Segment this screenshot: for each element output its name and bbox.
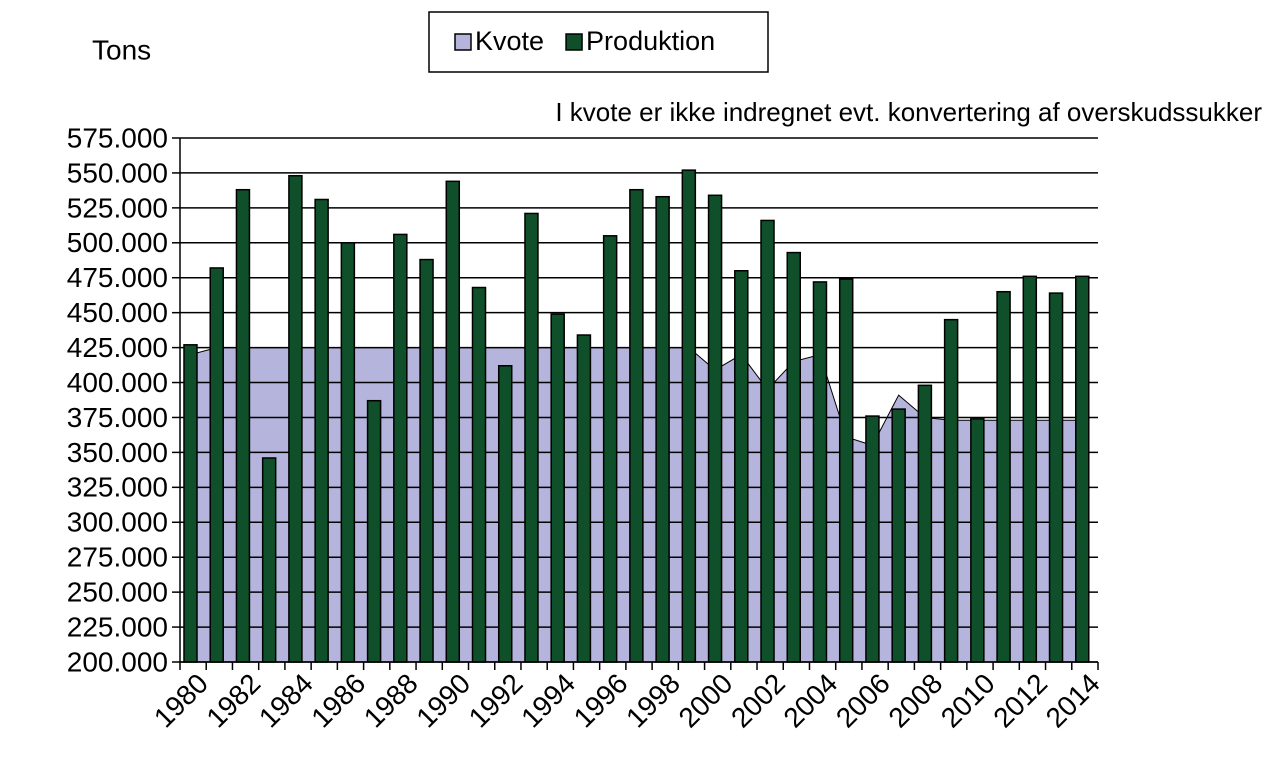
bar: [1022, 275, 1038, 663]
bar: [917, 384, 933, 663]
bar: [576, 334, 592, 663]
x-tick-label: 1984: [253, 668, 319, 734]
bar: [314, 198, 329, 663]
bar: [1048, 292, 1064, 663]
bar: [183, 344, 198, 663]
legend-label: Produktion: [586, 26, 715, 56]
bar: [996, 290, 1011, 663]
bar: [602, 235, 618, 663]
bar: [340, 242, 356, 663]
bar: [550, 313, 565, 663]
y-axis-label: Tons: [92, 34, 151, 65]
bar: [760, 219, 775, 663]
bar: [235, 188, 251, 663]
x-tick-label: 2010: [935, 668, 1001, 734]
legend-label: Kvote: [475, 26, 544, 56]
x-tick-label: 1986: [305, 668, 371, 734]
x-tick-label: 2014: [1040, 668, 1106, 734]
y-tick-label: 400.000: [67, 367, 168, 398]
x-tick-label: 1980: [148, 668, 214, 734]
bar: [838, 278, 854, 663]
bar: [524, 212, 539, 663]
x-tick-label: 2008: [882, 668, 948, 734]
bar: [681, 169, 697, 663]
y-tick-label: 550.000: [67, 157, 168, 188]
bar: [366, 399, 382, 663]
y-tick-label: 350.000: [67, 437, 168, 468]
bar: [970, 418, 985, 663]
bar: [629, 188, 644, 663]
x-tick-label: 1996: [568, 668, 634, 734]
y-tick-label: 375.000: [67, 402, 168, 433]
y-tick-label: 575.000: [67, 122, 168, 153]
bar: [812, 281, 828, 663]
y-tick-label: 325.000: [67, 472, 168, 503]
y-tick-label: 525.000: [67, 192, 168, 223]
bar: [734, 269, 749, 663]
bar: [393, 233, 408, 663]
legend-box: [428, 11, 769, 73]
y-tick-label: 300.000: [67, 507, 168, 538]
bar: [209, 267, 224, 663]
bar: [943, 318, 959, 663]
x-tick-label: 1994: [515, 668, 581, 734]
x-tick-label: 2002: [725, 668, 791, 734]
legend-swatch: [565, 33, 583, 51]
y-tick-label: 250.000: [67, 577, 168, 608]
y-tick-label: 475.000: [67, 262, 168, 293]
y-tick-label: 275.000: [67, 542, 168, 573]
bar: [865, 415, 880, 663]
annotation: I kvote er ikke indregnet evt. konverter…: [555, 97, 1262, 127]
x-tick-label: 2000: [673, 668, 739, 734]
bar: [288, 174, 303, 663]
x-tick-label: 1988: [358, 668, 424, 734]
bar: [891, 408, 906, 663]
bar: [786, 251, 801, 663]
x-tick-label: 1990: [410, 668, 476, 734]
legend-swatch: [454, 33, 472, 51]
x-tick-label: 2004: [777, 668, 843, 734]
legend: Kvote Produktion: [454, 26, 715, 56]
y-tick-label: 200.000: [67, 646, 168, 677]
x-tick-label: 2012: [987, 668, 1053, 734]
x-tick-label: 1982: [200, 668, 266, 734]
bar: [707, 194, 723, 663]
y-tick-label: 425.000: [67, 332, 168, 363]
x-tick-label: 1998: [620, 668, 686, 734]
x-tick-label: 1992: [463, 668, 529, 734]
bar: [445, 180, 461, 663]
bar: [471, 286, 487, 663]
x-tick-label: 2006: [830, 668, 896, 734]
y-tick-label: 450.000: [67, 297, 168, 328]
bar: [419, 258, 434, 663]
bar: [1075, 275, 1090, 663]
bar: [497, 365, 513, 663]
y-tick-label: 225.000: [67, 611, 168, 642]
bar: [655, 195, 670, 663]
bar: [261, 457, 277, 663]
y-tick-label: 500.000: [67, 227, 168, 258]
